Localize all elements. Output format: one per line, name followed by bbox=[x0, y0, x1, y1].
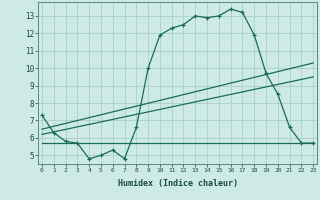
X-axis label: Humidex (Indice chaleur): Humidex (Indice chaleur) bbox=[118, 179, 238, 188]
